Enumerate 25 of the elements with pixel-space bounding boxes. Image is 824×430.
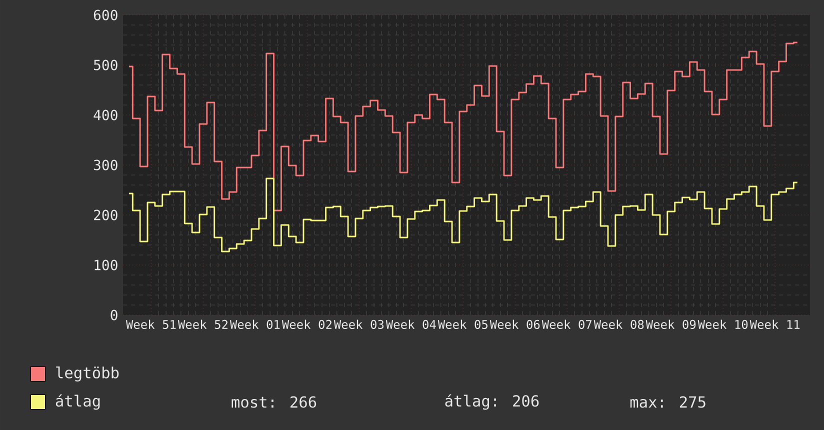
x-tick-label: Week 02 [282,320,332,329]
x-tick-label: Week 04 [386,320,436,329]
y-tick-label: 0 [110,310,118,320]
y-tick-label: 200 [94,210,118,220]
x-tick-label: Week 03 [334,320,384,329]
x-tick-label: Week 07 [542,320,592,329]
x-tick-label: Week 08 [594,320,644,329]
x-tick-label: Week 09 [646,320,696,329]
x-tick-label: Week 10 [698,320,748,329]
text: átlag: 206 [445,394,539,410]
y-tick-label: 100 [94,260,118,270]
legend-label: átlag [56,394,100,410]
x-tick-label: Week 06 [490,320,540,329]
y-tick-label: 300 [94,160,118,170]
text: most: 266 [232,396,316,408]
x-tick-label: Week 51 [126,320,176,329]
y-tick-label: 400 [94,110,118,120]
y-tick-label: 500 [94,60,118,70]
x-tick-label: Week 11 [750,320,800,329]
legend-label: legtöbb [56,366,119,382]
y-tick-label: 600 [94,10,118,20]
x-tick-label: Week 01 [230,320,280,329]
text: max: 275 [630,396,706,408]
x-tick-label: Week 05 [438,320,488,329]
x-tick-label: Week 52 [178,320,228,329]
